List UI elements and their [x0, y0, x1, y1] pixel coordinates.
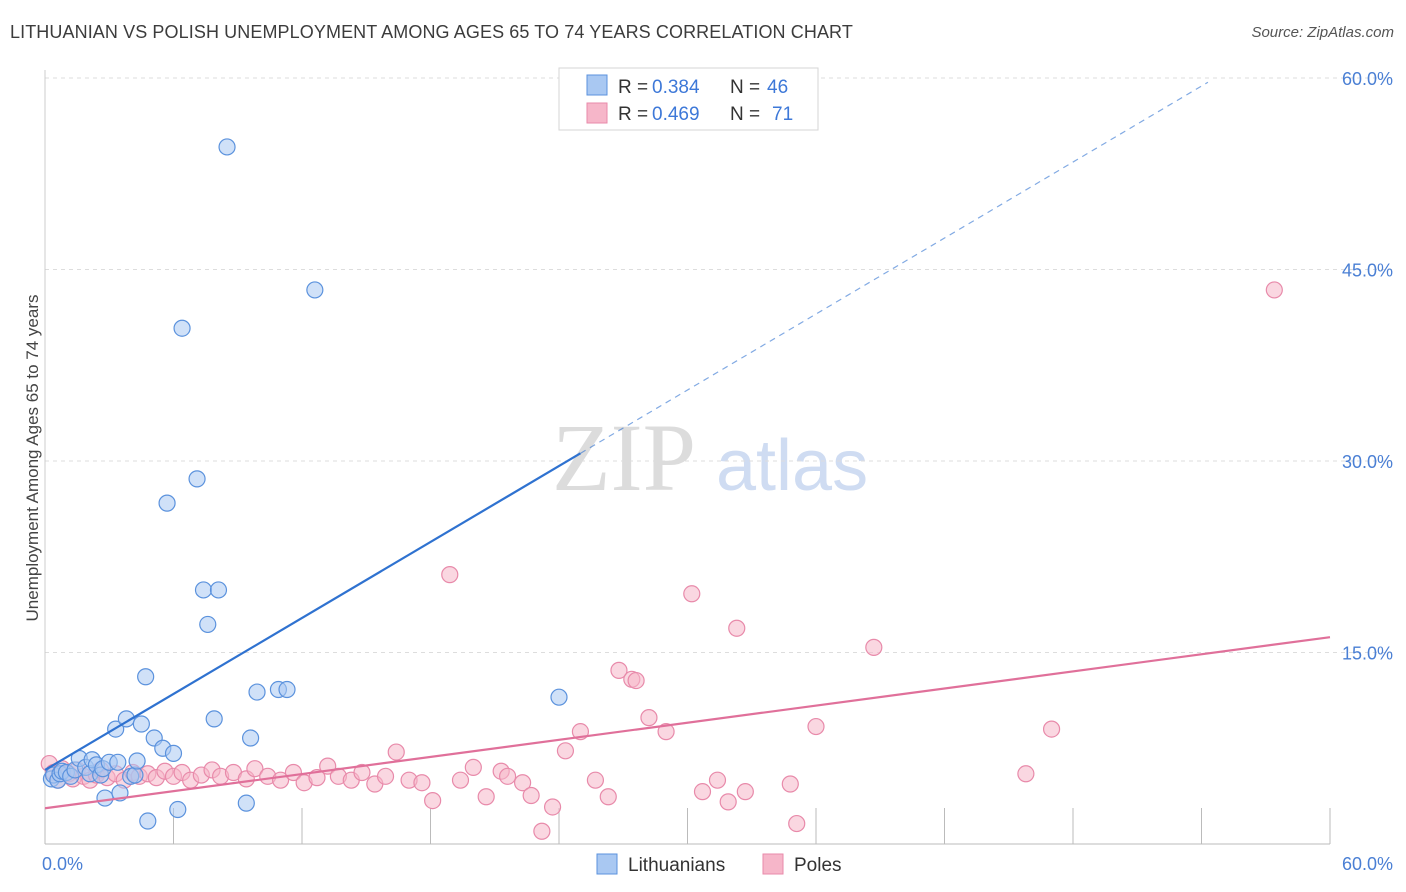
lithuanians-point-44 — [306, 281, 324, 299]
poles-point-72 — [1017, 765, 1035, 783]
chart-title: LITHUANIAN VS POLISH UNEMPLOYMENT AMONG … — [10, 22, 853, 42]
lithuanians-point-29 — [164, 744, 183, 762]
x-tick-label-0: 0.0% — [42, 854, 83, 874]
poles-point-36 — [353, 763, 371, 782]
poles-point-74 — [1265, 281, 1283, 299]
legend-r-label-1: R = — [618, 77, 648, 98]
poles-point-56 — [599, 788, 617, 806]
lithuanians-point-39 — [242, 729, 260, 747]
poles-point-66 — [728, 619, 746, 637]
poles-point-68 — [781, 775, 799, 793]
poles-point-43 — [441, 566, 459, 584]
poles-point-69 — [788, 814, 806, 833]
legend-swatch-poles — [586, 102, 608, 124]
poles-point-71 — [865, 638, 883, 656]
poles-point-45 — [464, 758, 482, 777]
watermark-atlas: atlas — [716, 426, 868, 506]
lithuanians-point-24 — [132, 715, 150, 733]
lithuanians-point-31 — [173, 319, 191, 337]
poles-point-51 — [533, 822, 551, 840]
bottom-legend-swatch-poles — [762, 853, 784, 875]
poles-point-61 — [657, 723, 675, 741]
poles-points — [40, 281, 1283, 840]
lithuanians-point-15 — [96, 789, 114, 807]
poles-point-57 — [610, 661, 628, 679]
y-tick-label-3: 60.0% — [1342, 69, 1393, 89]
poles-point-50 — [522, 786, 540, 805]
poles-point-27 — [246, 760, 264, 778]
lithuanians-trend-line — [44, 452, 581, 771]
lithuanians-point-17 — [109, 753, 127, 771]
poles-point-52 — [543, 798, 562, 816]
poles-point-41 — [413, 774, 431, 792]
y-axis-label: Unemployment Among Ages 65 to 74 years — [23, 295, 42, 622]
grid-lines — [45, 77, 1392, 653]
poles-point-62 — [683, 585, 701, 603]
legend-n-label-2: N = — [730, 104, 760, 125]
poles-point-64 — [708, 771, 727, 789]
lithuanians-trend-extension — [580, 81, 1209, 454]
poles-point-63 — [693, 783, 712, 801]
y-tick-label-2: 45.0% — [1342, 261, 1393, 281]
poles-point-55 — [586, 771, 605, 789]
legend-n-value-2: 71 — [772, 104, 793, 125]
lithuanians-point-36 — [205, 710, 223, 728]
legend-swatch-lithuanians — [586, 74, 608, 96]
legend-r-value-2: 0.469 — [652, 104, 700, 125]
trend-lines — [44, 81, 1331, 810]
lithuanians-point-45 — [550, 688, 568, 706]
lithuanians-point-35 — [199, 615, 217, 634]
poles-point-48 — [499, 767, 517, 785]
legend-r-value-1: 0.384 — [652, 77, 700, 98]
poles-point-38 — [376, 767, 395, 785]
poles-point-59 — [627, 671, 645, 690]
lithuanians-point-25 — [137, 668, 155, 686]
watermark-zip: ZIP — [552, 404, 696, 511]
y-tick-label-1: 30.0% — [1342, 452, 1393, 472]
poles-point-49 — [513, 774, 532, 792]
poles-point-65 — [719, 793, 737, 811]
lithuanians-point-23 — [128, 752, 146, 770]
poles-point-67 — [736, 783, 754, 801]
poles-point-39 — [387, 743, 405, 761]
lithuanians-point-26 — [139, 812, 157, 830]
lithuanians-point-37 — [209, 581, 228, 599]
lithuanians-points — [42, 138, 568, 830]
legend-n-value-1: 46 — [767, 77, 788, 98]
poles-point-73 — [1042, 720, 1061, 738]
poles-trend-line — [44, 636, 1331, 810]
poles-point-42 — [424, 791, 442, 810]
poles-point-70 — [807, 717, 825, 736]
bottom-legend: Lithuanians Poles — [596, 853, 842, 876]
legend-r-label-2: R = — [618, 104, 648, 125]
lithuanians-point-40 — [237, 794, 255, 812]
poles-point-46 — [477, 788, 495, 806]
lithuanians-point-38 — [218, 138, 236, 156]
poles-point-53 — [556, 742, 575, 760]
lithuanians-point-34 — [194, 581, 213, 599]
lithuanians-point-41 — [248, 683, 266, 701]
legend-n-label-1: N = — [730, 77, 760, 98]
y-tick-label-0: 15.0% — [1342, 644, 1393, 664]
bottom-legend-swatch-lithuanians — [596, 853, 618, 875]
lithuanians-point-22 — [126, 766, 144, 784]
tick-labels: 15.0% 30.0% 45.0% 60.0% 0.0% 60.0% — [42, 69, 1393, 874]
source-label: Source: ZipAtlas.com — [1251, 24, 1394, 41]
bottom-legend-label-poles: Poles — [794, 855, 842, 876]
lithuanians-point-20 — [117, 710, 135, 728]
x-tick-label-1: 60.0% — [1342, 854, 1393, 874]
lithuanians-point-33 — [188, 470, 206, 488]
poles-point-60 — [640, 709, 658, 727]
poles-point-44 — [451, 771, 470, 789]
legend: R = 0.384 N = 46 R = 0.469 N = 71 — [558, 67, 819, 131]
bottom-legend-label-lithuanians: Lithuanians — [628, 855, 725, 876]
lithuanians-point-32 — [158, 494, 176, 512]
lithuanians-point-30 — [169, 800, 187, 819]
lithuanians-point-43 — [278, 680, 296, 699]
